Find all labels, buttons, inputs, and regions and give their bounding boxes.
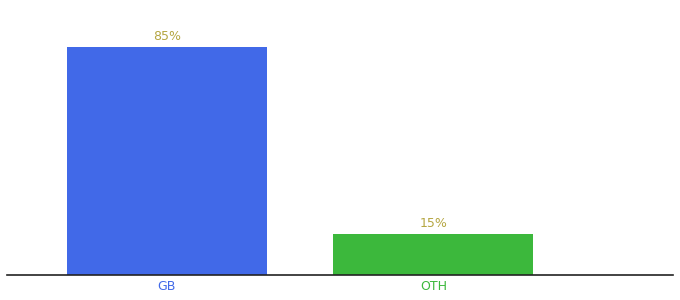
Text: 15%: 15% [420,218,447,230]
Bar [333,234,533,274]
Text: 85%: 85% [153,30,181,43]
Bar [67,47,267,274]
